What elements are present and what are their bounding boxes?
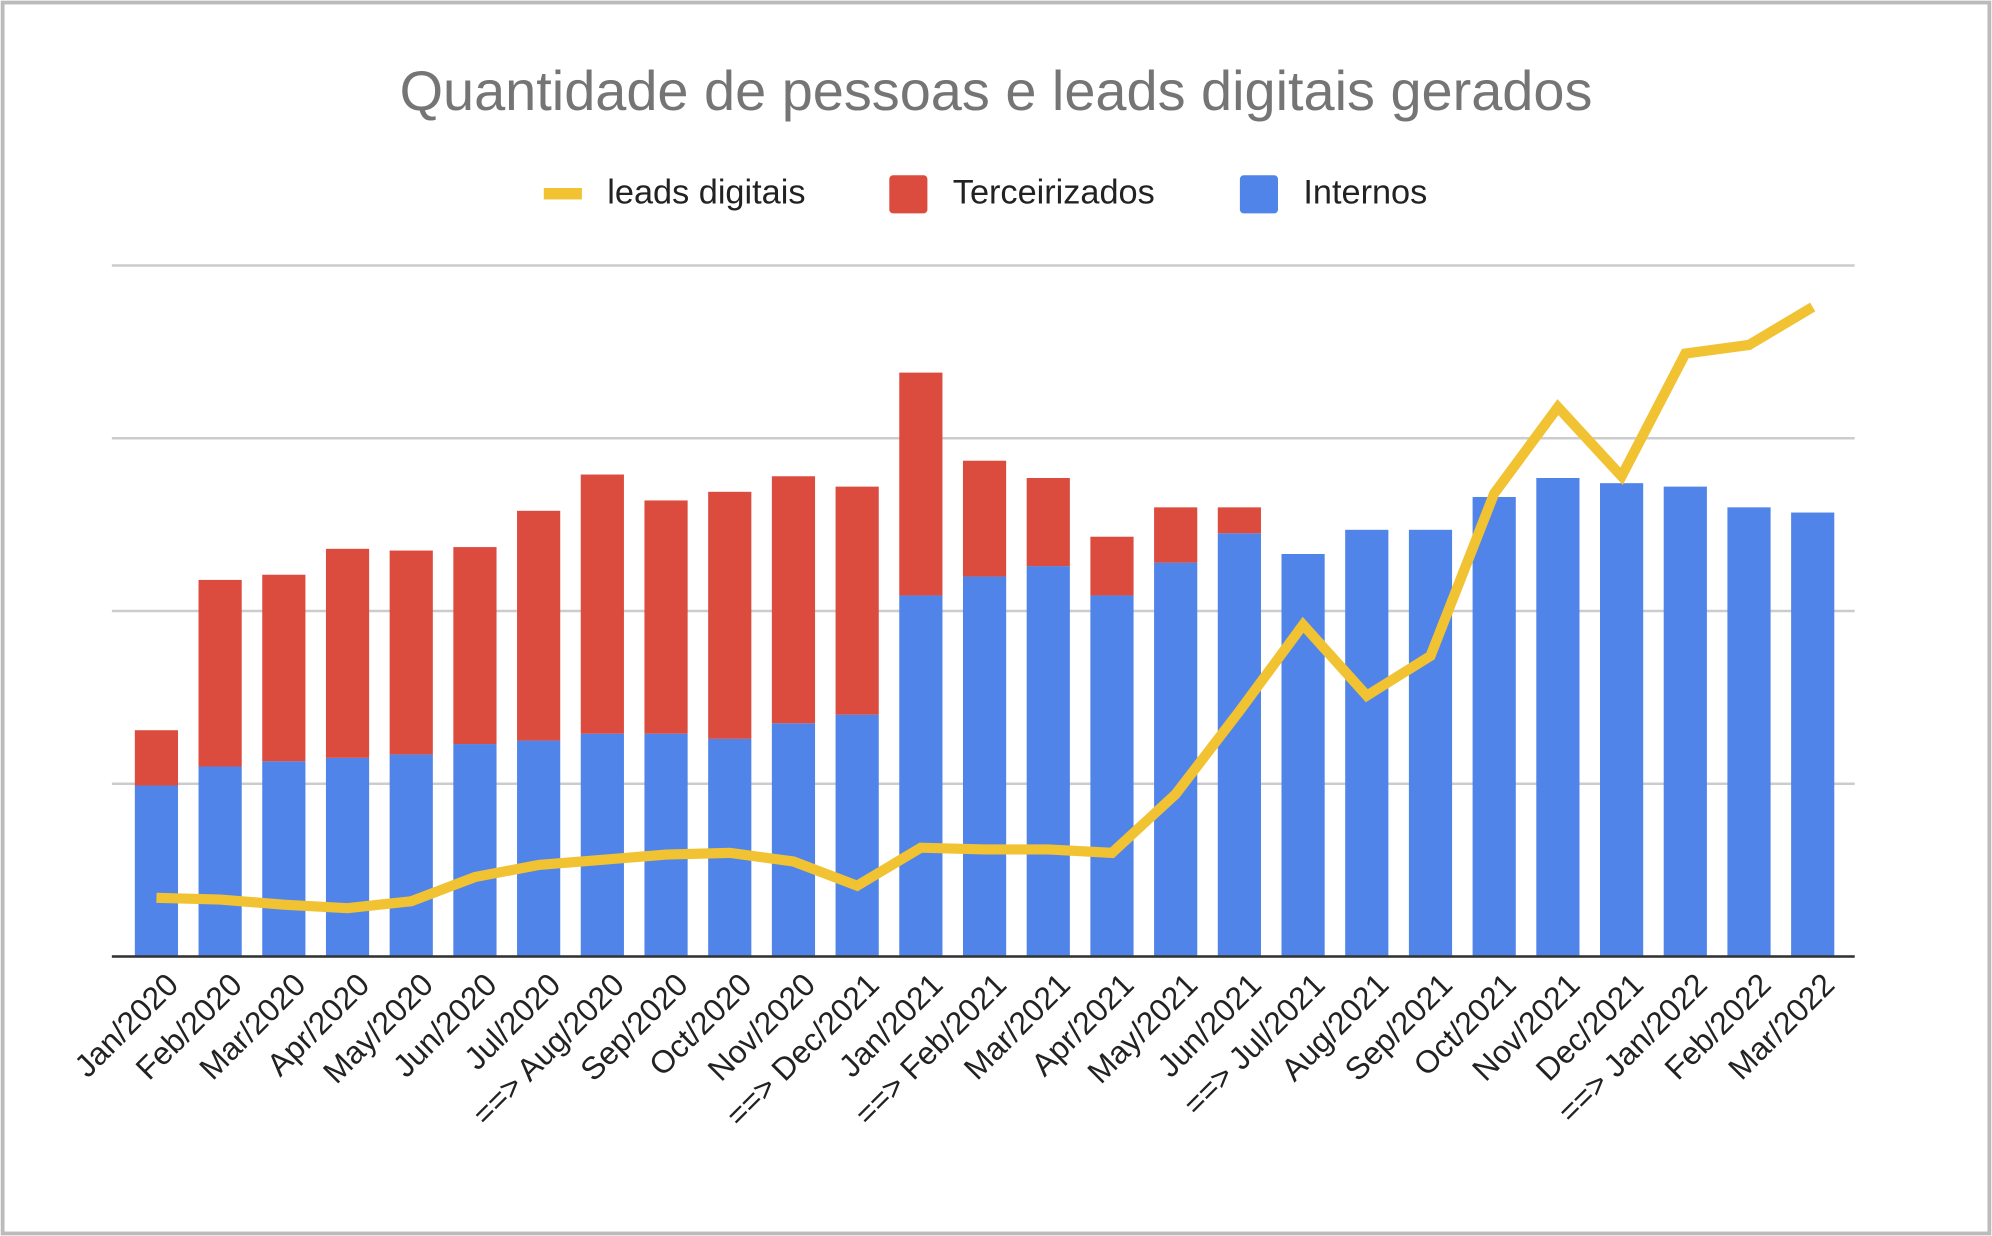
bar — [262, 574, 306, 762]
bar — [644, 500, 688, 734]
bar — [771, 723, 816, 957]
bar — [644, 733, 688, 957]
bar — [580, 474, 624, 734]
legend-swatch — [1239, 175, 1279, 214]
bar — [1408, 529, 1453, 957]
legend-label: Terceirizados — [953, 173, 1155, 211]
bar — [1154, 562, 1198, 957]
bar — [1536, 477, 1580, 957]
bar — [198, 579, 242, 767]
bar — [962, 576, 1007, 957]
bar — [134, 785, 179, 957]
bar — [962, 460, 1007, 577]
bar — [708, 491, 752, 739]
bar — [325, 757, 370, 957]
bar — [389, 550, 433, 755]
bar — [1472, 496, 1516, 957]
bar — [1026, 566, 1070, 957]
bar — [1090, 536, 1134, 596]
bar — [1600, 483, 1644, 957]
bar — [835, 714, 879, 957]
legend-label: Internos — [1303, 173, 1427, 211]
legend-label: leads digitais — [607, 173, 805, 211]
bar — [453, 744, 497, 957]
bar — [134, 730, 179, 786]
bar — [1281, 554, 1325, 957]
bar — [1663, 486, 1707, 957]
chart-title: Quantidade de pessoas e leads digitais g… — [400, 59, 1593, 122]
bar — [389, 754, 433, 957]
bar — [1090, 595, 1134, 957]
bar — [899, 372, 943, 596]
bar — [198, 766, 242, 957]
bar — [1026, 477, 1070, 567]
bar — [580, 733, 624, 957]
bar — [835, 486, 879, 715]
bar — [517, 510, 561, 741]
bar — [517, 740, 561, 957]
legend-swatch — [889, 175, 928, 214]
bar — [262, 761, 306, 957]
bar — [1727, 507, 1771, 957]
bar — [771, 476, 816, 724]
bar — [453, 547, 497, 745]
bar — [325, 548, 370, 758]
bar — [1791, 512, 1835, 957]
line — [156, 302, 1816, 914]
legend-swatch — [543, 188, 582, 200]
bar — [708, 738, 752, 957]
bar — [1345, 529, 1389, 957]
bar — [1154, 507, 1198, 563]
bar — [1217, 533, 1261, 957]
bar — [1217, 507, 1261, 534]
bar — [899, 595, 943, 957]
